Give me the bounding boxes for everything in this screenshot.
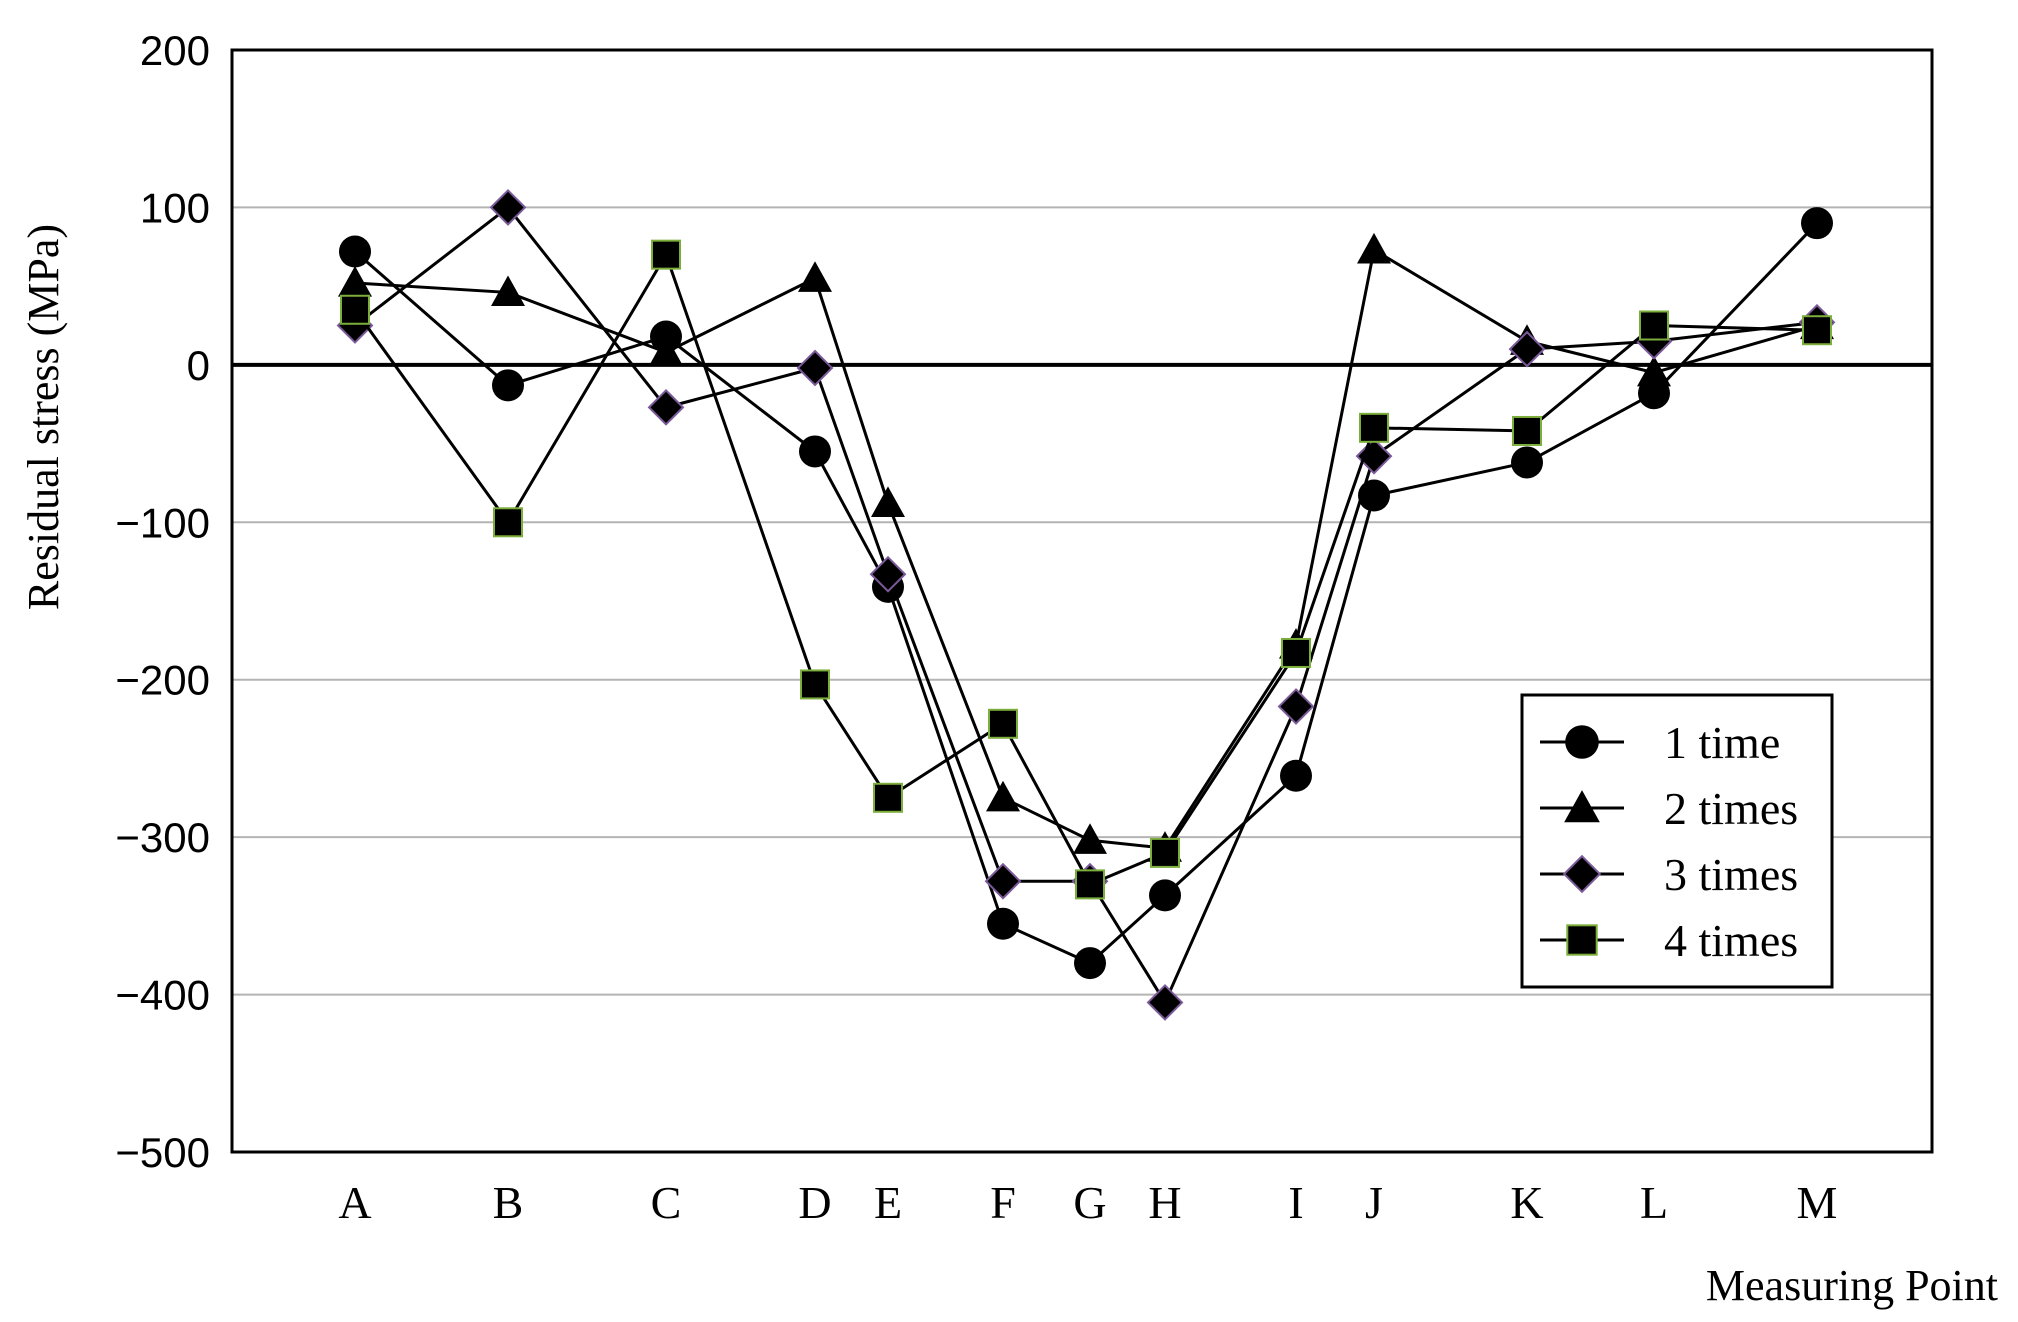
data-point-triangle — [1073, 823, 1107, 854]
data-point-square — [1075, 869, 1105, 900]
legend: 1 time 2 times 3 times 4 times — [1520, 693, 1834, 989]
x-tick-label: H — [1148, 1177, 1181, 1228]
x-tick-label: B — [493, 1177, 524, 1228]
data-point-square — [1359, 412, 1389, 443]
legend-label: 4 times — [1664, 915, 1798, 966]
data-point-square — [340, 294, 370, 325]
x-tick-label: F — [990, 1177, 1016, 1228]
y-tick-label: −300 — [115, 814, 210, 861]
data-point-triangle — [871, 486, 905, 517]
data-point-circle — [987, 907, 1019, 940]
series-group — [336, 189, 1836, 1021]
data-point-circle — [1149, 879, 1181, 912]
y-tick-label: 200 — [140, 27, 210, 74]
x-tick-label: M — [1797, 1177, 1838, 1228]
legend-item: 3 times — [1540, 849, 1798, 900]
y-axis-title: Residual stress (MPa) — [19, 224, 68, 610]
y-tick-label: −200 — [115, 657, 210, 704]
data-point-diamond — [647, 388, 685, 426]
data-point-triangle — [491, 275, 525, 307]
data-point-square — [493, 507, 523, 538]
y-tick-label: −500 — [115, 1129, 210, 1176]
data-point-diamond — [1355, 437, 1393, 475]
data-point-circle — [1280, 759, 1312, 792]
data-point-triangle — [1637, 355, 1671, 387]
data-point-triangle — [986, 780, 1020, 812]
legend-item: 2 times — [1540, 783, 1798, 834]
data-point-diamond — [1146, 984, 1184, 1021]
data-point-square — [988, 708, 1018, 739]
legend-marker-triangle — [1564, 790, 1600, 823]
x-tick-label: G — [1073, 1177, 1106, 1228]
legend-marker-square — [1566, 924, 1598, 956]
data-point-square — [1639, 310, 1669, 341]
legend-label: 3 times — [1664, 849, 1798, 900]
x-axis-title: Measuring Point — [1706, 1261, 1998, 1310]
x-tick-label: D — [798, 1177, 831, 1228]
legend-marker-circle — [1565, 725, 1599, 759]
data-point-square — [1802, 315, 1832, 346]
data-point-circle — [799, 435, 831, 468]
y-tick-label: −400 — [115, 972, 210, 1019]
data-point-circle — [339, 235, 371, 268]
legend-marker-diamond — [1562, 854, 1602, 894]
data-point-diamond — [1277, 688, 1315, 725]
data-point-square — [800, 669, 830, 700]
data-point-diamond — [796, 349, 834, 387]
series-1 — [339, 207, 1833, 980]
data-point-diamond — [869, 555, 907, 593]
data-point-circle — [1801, 207, 1833, 240]
data-point-square — [1281, 637, 1311, 668]
data-point-diamond — [489, 189, 527, 226]
series-4 — [340, 239, 1832, 900]
x-tick-label: I — [1288, 1177, 1303, 1228]
plot-area-frame — [230, 48, 1934, 1154]
data-point-square — [873, 782, 903, 813]
data-point-circle — [492, 369, 524, 402]
y-tick-label: −100 — [115, 499, 210, 546]
legend-label: 2 times — [1664, 783, 1798, 834]
x-tick-label: C — [651, 1177, 682, 1228]
data-point-triangle — [338, 265, 372, 297]
data-point-square — [1150, 837, 1180, 868]
data-point-diamond — [1508, 330, 1546, 368]
data-point-circle — [1511, 446, 1543, 479]
y-tick-label: 100 — [140, 184, 210, 231]
legend-item: 4 times — [1540, 915, 1798, 966]
data-point-diamond — [984, 862, 1022, 900]
legend-label: 1 time — [1664, 717, 1780, 768]
data-point-triangle — [798, 261, 832, 292]
data-point-square — [1512, 415, 1542, 446]
x-tick-label: J — [1365, 1177, 1383, 1228]
x-tick-label: L — [1640, 1177, 1668, 1228]
data-point-triangle — [1357, 232, 1391, 264]
legend-item: 1 time — [1540, 717, 1780, 768]
x-tick-label: E — [874, 1177, 902, 1228]
data-point-circle — [1074, 947, 1106, 980]
x-tick-label: A — [338, 1177, 371, 1228]
y-axis-ticks: 200 100 0 −100 −200 −300 −400 −500 — [115, 27, 210, 1176]
data-point-triangle — [649, 335, 683, 366]
y-tick-label: 0 — [187, 342, 210, 389]
x-tick-label: K — [1510, 1177, 1543, 1228]
data-point-circle — [1358, 479, 1390, 512]
data-point-square — [651, 239, 681, 270]
